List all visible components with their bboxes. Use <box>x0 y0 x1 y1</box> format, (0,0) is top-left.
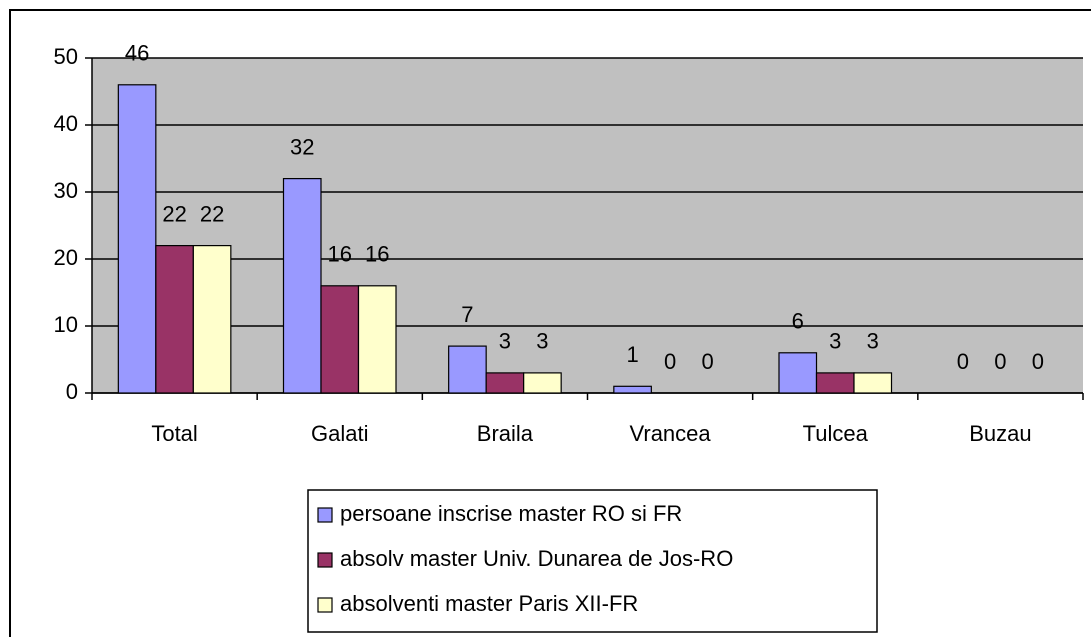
data-label: 46 <box>125 41 149 66</box>
y-tick-label: 20 <box>54 245 78 270</box>
x-tick-label: Buzau <box>969 421 1031 446</box>
bar <box>192 245 232 394</box>
data-label: 3 <box>829 329 841 354</box>
legend-box <box>307 489 878 633</box>
y-tick-label: 40 <box>54 111 78 136</box>
data-label: 0 <box>957 349 969 374</box>
bar <box>815 372 855 394</box>
legend-swatch <box>317 597 333 613</box>
y-tick-label: 50 <box>54 44 78 69</box>
data-label: 3 <box>867 329 879 354</box>
legend-label: persoane inscrise master RO si FR <box>340 501 682 526</box>
data-label: 0 <box>1032 349 1044 374</box>
x-tick-label: Tulcea <box>803 421 869 446</box>
data-label: 0 <box>664 349 676 374</box>
y-tick-label: 10 <box>54 312 78 337</box>
legend-swatch <box>317 507 333 523</box>
x-tick-label: Vrancea <box>630 421 712 446</box>
data-label: 3 <box>499 329 511 354</box>
data-label: 16 <box>328 242 352 267</box>
bar <box>155 245 194 394</box>
data-label: 22 <box>200 201 224 226</box>
data-label: 6 <box>792 309 804 334</box>
bar <box>523 372 562 394</box>
legend-label: absolv master Univ. Dunarea de Jos-RO <box>340 546 733 571</box>
bar <box>282 178 322 394</box>
data-label: 0 <box>701 349 713 374</box>
data-label: 3 <box>536 329 548 354</box>
legend-swatch <box>317 552 333 568</box>
x-tick-label: Braila <box>477 421 534 446</box>
data-label: 32 <box>290 134 314 159</box>
bar <box>778 352 818 394</box>
x-tick-label: Total <box>151 421 197 446</box>
bar <box>613 385 652 394</box>
plot-area <box>92 58 1083 393</box>
bar <box>448 345 487 394</box>
data-label: 16 <box>365 242 389 267</box>
bar <box>485 372 525 394</box>
data-label: 22 <box>162 201 186 226</box>
legend-label: absolventi master Paris XII-FR <box>340 591 638 616</box>
y-tick-label: 0 <box>66 379 78 404</box>
data-label: 7 <box>461 302 473 327</box>
bar <box>357 285 397 394</box>
bar <box>320 285 360 394</box>
bar <box>117 84 157 394</box>
data-label: 1 <box>626 342 638 367</box>
y-tick-label: 30 <box>54 178 78 203</box>
data-label: 0 <box>994 349 1006 374</box>
x-tick-label: Galati <box>311 421 368 446</box>
bar <box>853 372 893 394</box>
